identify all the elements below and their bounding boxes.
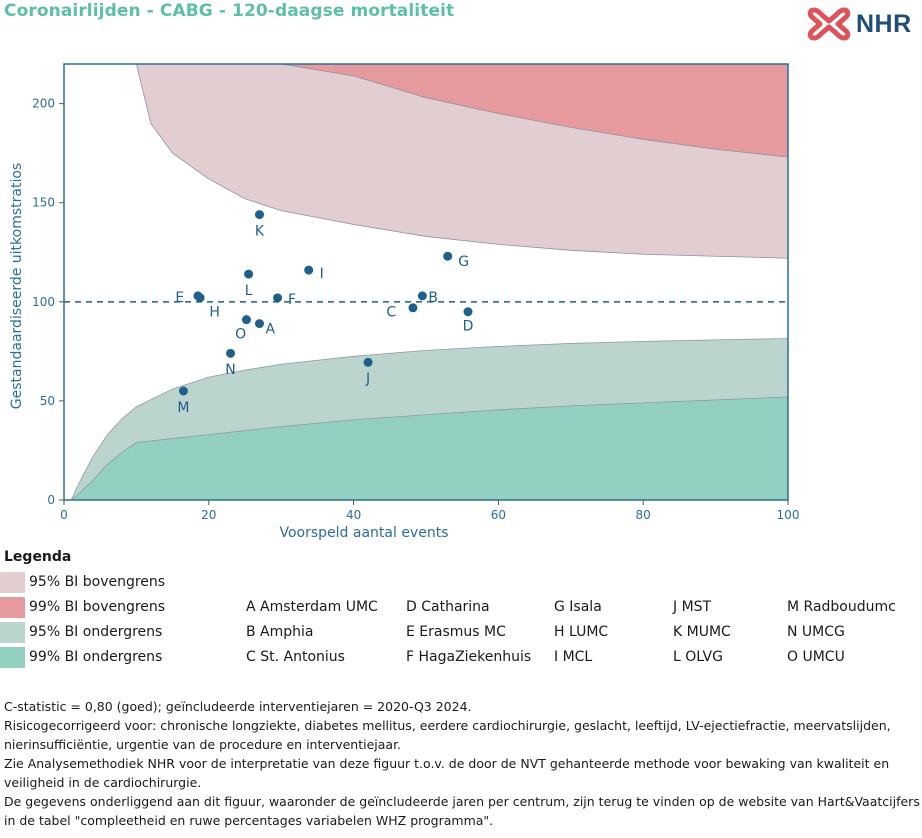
centre-label: A Amsterdam UMC	[246, 599, 378, 615]
centre-label: K MUMC	[673, 624, 731, 640]
data-point-b	[417, 291, 427, 301]
data-point-a	[254, 319, 264, 329]
x-tick-label: 40	[346, 508, 361, 522]
data-point-label: F	[288, 292, 296, 308]
centre-label: G Isala	[554, 599, 602, 615]
centre-label: E Erasmus MC	[406, 624, 506, 640]
y-axis-label: Gestandaardiseerde uitkomstratios	[9, 163, 25, 409]
data-point-c	[408, 303, 418, 313]
x-axis-label: Voorspeld aantal events	[279, 525, 448, 541]
legend-item-95-upper: 95% BI bovengrens	[0, 572, 240, 594]
x-tick-label: 60	[491, 508, 506, 522]
data-point-label: C	[386, 305, 396, 321]
legend-item-99-lower: 99% BI ondergrens	[0, 647, 240, 669]
legend-swatch	[0, 572, 25, 593]
centre-label: B Amphia	[246, 624, 314, 640]
data-point-label: K	[255, 223, 265, 239]
centre-label: J MST	[673, 599, 712, 615]
data-point-m	[178, 386, 188, 396]
y-tick-label: 50	[40, 394, 55, 408]
centre-label: N UMCG	[787, 624, 845, 640]
data-point-label: H	[209, 305, 220, 321]
legend-swatch	[0, 647, 25, 668]
data-point-j	[363, 357, 373, 367]
data-point-label: A	[266, 322, 276, 338]
centre-label: H LUMC	[554, 624, 609, 640]
data-point-label: M	[177, 400, 189, 416]
centre-label: M Radboudumc	[787, 599, 896, 615]
data-point-n	[226, 348, 236, 358]
centre-label: C St. Antonius	[246, 649, 345, 665]
legend-label: 99% BI ondergrens	[29, 649, 163, 665]
footnotes: C-statistic = 0,80 (goed); geïncludeerde…	[4, 697, 920, 830]
plot-frame	[63, 63, 789, 501]
y-tick-label: 100	[32, 295, 55, 309]
data-point-label: J	[365, 371, 370, 387]
data-point-label: E	[175, 290, 184, 306]
x-tick-label: 80	[636, 508, 651, 522]
y-tick-label: 200	[32, 97, 55, 111]
data-point-label: N	[225, 362, 235, 378]
data-point-label: B	[428, 290, 438, 306]
data-point-label: L	[245, 283, 253, 299]
y-tick-label: 150	[32, 196, 55, 210]
centre-label: F HagaZiekenhuis	[406, 649, 532, 665]
footnote: De gegevens onderliggend aan dit figuur,…	[4, 794, 920, 828]
x-tick-label: 20	[201, 508, 216, 522]
data-point-label: D	[463, 319, 474, 335]
nhr-logo: NHR	[806, 4, 920, 44]
centre-label: D Catharina	[406, 599, 490, 615]
funnel-plot: 0 20 40 60 80 100 0 50 100 150 200 Voorspeld aantal…	[9, 63, 800, 541]
nhr-cross-logo-icon	[807, 7, 851, 41]
band-99-lower	[70, 396, 788, 500]
legend-title: Legenda	[4, 549, 72, 565]
centre-label: I MCL	[554, 649, 593, 665]
legend-label: 95% BI bovengrens	[29, 574, 166, 590]
y-tick-label: 0	[47, 493, 55, 507]
data-point-d	[463, 307, 473, 317]
centre-label: O UMCU	[787, 649, 845, 665]
data-point-l	[244, 269, 254, 279]
data-point-label: O	[235, 327, 246, 343]
legend-label: 99% BI bovengrens	[29, 599, 166, 615]
centre-label: L OLVG	[673, 649, 723, 665]
band-99-upper	[136, 64, 788, 158]
data-point-f	[273, 293, 283, 303]
legend-label: 95% BI ondergrens	[29, 624, 163, 640]
x-tick-label: 0	[60, 508, 68, 522]
x-tick-label: 100	[777, 508, 800, 522]
page-title: Coronairlijden - CABG - 120-daagse morta…	[4, 1, 455, 21]
data-point-k	[254, 210, 264, 220]
data-point-label: I	[320, 266, 324, 282]
legend-item-95-lower: 95% BI ondergrens	[0, 622, 240, 644]
legend-swatch	[0, 622, 25, 643]
logo-text: NHR	[856, 10, 912, 38]
data-point-label: G	[458, 254, 469, 270]
footnote: C-statistic = 0,80 (goed); geïncludeerde…	[4, 699, 472, 714]
data-point-h	[195, 293, 205, 303]
data-point-g	[443, 251, 453, 261]
data-point-o	[241, 315, 251, 325]
footnote: Risicogecorrigeerd voor: chronische long…	[4, 718, 891, 752]
legend-swatch	[0, 597, 25, 618]
data-point-i	[304, 265, 314, 275]
legend-item-99-upper: 99% BI bovengrens	[0, 597, 240, 619]
footnote: Zie Analysemethodiek NHR voor de interpr…	[4, 756, 890, 790]
